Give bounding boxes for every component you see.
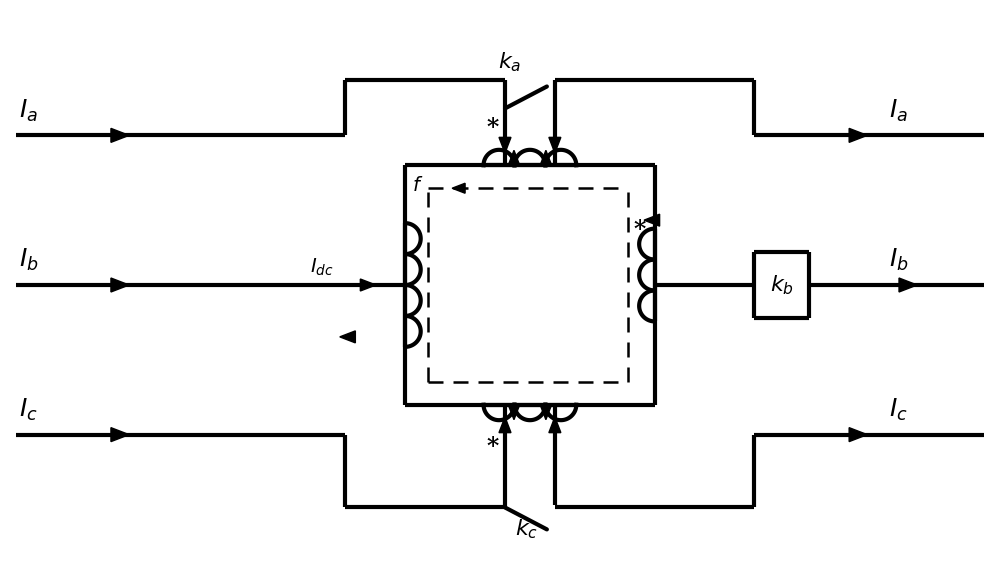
Text: $I_b$: $I_b$ <box>19 247 39 273</box>
Polygon shape <box>360 279 376 291</box>
Polygon shape <box>499 137 511 153</box>
Text: $I_a$: $I_a$ <box>19 97 38 124</box>
Text: $I_b$: $I_b$ <box>889 247 909 273</box>
Text: $I_{dc}$: $I_{dc}$ <box>310 256 334 278</box>
Polygon shape <box>499 417 511 433</box>
Text: $k_c$: $k_c$ <box>515 518 539 541</box>
Polygon shape <box>549 137 561 153</box>
Polygon shape <box>541 150 551 163</box>
Polygon shape <box>849 428 867 442</box>
Text: $k_b$: $k_b$ <box>770 273 794 297</box>
Text: $f$: $f$ <box>412 176 423 195</box>
Polygon shape <box>509 150 519 163</box>
Polygon shape <box>541 407 551 420</box>
Polygon shape <box>340 331 355 343</box>
Polygon shape <box>899 278 917 292</box>
Polygon shape <box>111 428 129 442</box>
Polygon shape <box>849 128 867 142</box>
Text: *: * <box>487 434 499 459</box>
Text: *: * <box>487 116 499 140</box>
Text: $k_a$: $k_a$ <box>498 51 522 74</box>
Polygon shape <box>452 183 465 193</box>
Polygon shape <box>111 278 129 292</box>
Polygon shape <box>549 417 561 433</box>
Polygon shape <box>644 214 660 226</box>
Text: $I_c$: $I_c$ <box>19 397 38 423</box>
Text: *: * <box>634 218 646 242</box>
Polygon shape <box>111 128 129 142</box>
Polygon shape <box>509 407 519 420</box>
Text: $I_c$: $I_c$ <box>889 397 908 423</box>
Text: $I_a$: $I_a$ <box>889 97 908 124</box>
